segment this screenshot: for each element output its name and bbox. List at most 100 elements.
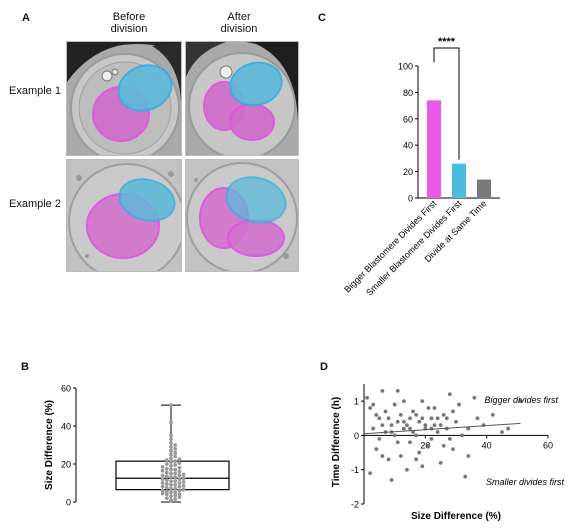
y-tick-label: 1 (354, 397, 359, 407)
data-point (173, 479, 178, 483)
data-point (420, 464, 425, 469)
micrograph-example2-after (185, 159, 299, 272)
data-point (160, 488, 165, 493)
data-point (181, 480, 186, 484)
data-point (164, 482, 169, 486)
data-point (164, 496, 169, 501)
y-tick-label: 60 (61, 384, 71, 394)
data-point (429, 436, 434, 441)
data-point (173, 493, 178, 498)
data-point (414, 457, 419, 462)
data-point (368, 471, 373, 476)
data-point (389, 478, 394, 482)
data-point (380, 388, 385, 393)
data-point (169, 479, 173, 483)
data-point (173, 443, 178, 447)
data-point (169, 467, 173, 472)
data-point (408, 440, 412, 445)
data-point (401, 419, 406, 424)
data-point (408, 416, 412, 421)
data-point (401, 426, 406, 431)
y-tick-label: 0 (354, 431, 359, 441)
data-point (441, 412, 446, 417)
x-tick-label: Smaller Blastomere Divides First (364, 198, 464, 298)
x-tick-label: Bigger Blastomere Divides First (342, 198, 439, 295)
data-point (426, 443, 431, 448)
data-point (435, 416, 440, 421)
data-point (164, 474, 169, 479)
data-point (451, 409, 455, 414)
x-tick-label: 60 (543, 440, 553, 450)
data-point (386, 416, 391, 421)
data-point (160, 491, 165, 496)
data-point (160, 481, 165, 485)
data-point (447, 436, 452, 441)
data-point (457, 402, 461, 407)
data-point (500, 430, 504, 434)
data-point (169, 494, 173, 499)
data-point (164, 485, 169, 490)
data-point (395, 419, 400, 424)
data-point (173, 450, 178, 455)
data-point (173, 454, 178, 459)
data-point (466, 454, 471, 458)
annotation-smaller-divides-first: Smaller divides first (486, 477, 565, 487)
data-point (377, 436, 382, 441)
row-label-example-2: Example 2 (9, 198, 61, 210)
data-point (160, 468, 165, 473)
data-point (164, 489, 169, 494)
data-point (380, 454, 385, 458)
data-point (420, 399, 425, 404)
data-point (454, 419, 458, 424)
data-point (506, 426, 511, 431)
data-point (173, 483, 178, 487)
data-point (438, 460, 443, 465)
data-point (414, 412, 419, 417)
data-point (389, 423, 394, 428)
micrograph-example1-after (185, 41, 299, 156)
data-point (164, 466, 169, 471)
data-point (169, 403, 173, 407)
y-tick-label: -2 (351, 500, 359, 510)
data-point (417, 450, 422, 455)
data-point (368, 406, 373, 410)
data-point (169, 464, 173, 468)
data-point (160, 484, 165, 489)
x-tick-label: 20 (420, 440, 430, 450)
data-point (169, 475, 173, 480)
data-point (490, 412, 495, 417)
data-point (518, 399, 523, 404)
data-point (405, 423, 409, 428)
data-point (177, 488, 182, 493)
data-point (432, 423, 437, 428)
data-point (181, 487, 186, 492)
data-point (472, 395, 477, 400)
data-point (432, 406, 437, 410)
panel-label-a: A (22, 12, 30, 24)
y-tick-label: 20 (61, 460, 71, 470)
y-tick-label: 100 (398, 62, 413, 72)
bar-chart-blastomere-division-order: 0 20 40 60 80 100 Bigger Blastomere Divides Fi… (342, 36, 500, 298)
data-point (365, 395, 369, 400)
y-tick-label: 0 (66, 498, 71, 508)
y-tick-label: 80 (403, 88, 413, 98)
data-point (460, 433, 465, 438)
data-point (466, 426, 471, 431)
data-point (401, 399, 406, 404)
significance-bracket (433, 47, 460, 160)
data-point (173, 475, 178, 480)
micrograph-example2-before (66, 159, 182, 272)
data-point (374, 447, 379, 452)
data-point (435, 430, 440, 434)
data-point (169, 420, 173, 425)
data-point (169, 486, 173, 491)
col-header-after: After division (220, 11, 258, 35)
data-point (164, 470, 169, 475)
data-point (160, 464, 165, 469)
col-header-before: Before division (110, 11, 148, 35)
panel-label-d: D (320, 361, 328, 373)
data-point (398, 412, 403, 417)
data-point (463, 474, 468, 479)
y-axis-title: Size Difference (%) (44, 400, 55, 490)
data-point (160, 477, 165, 482)
